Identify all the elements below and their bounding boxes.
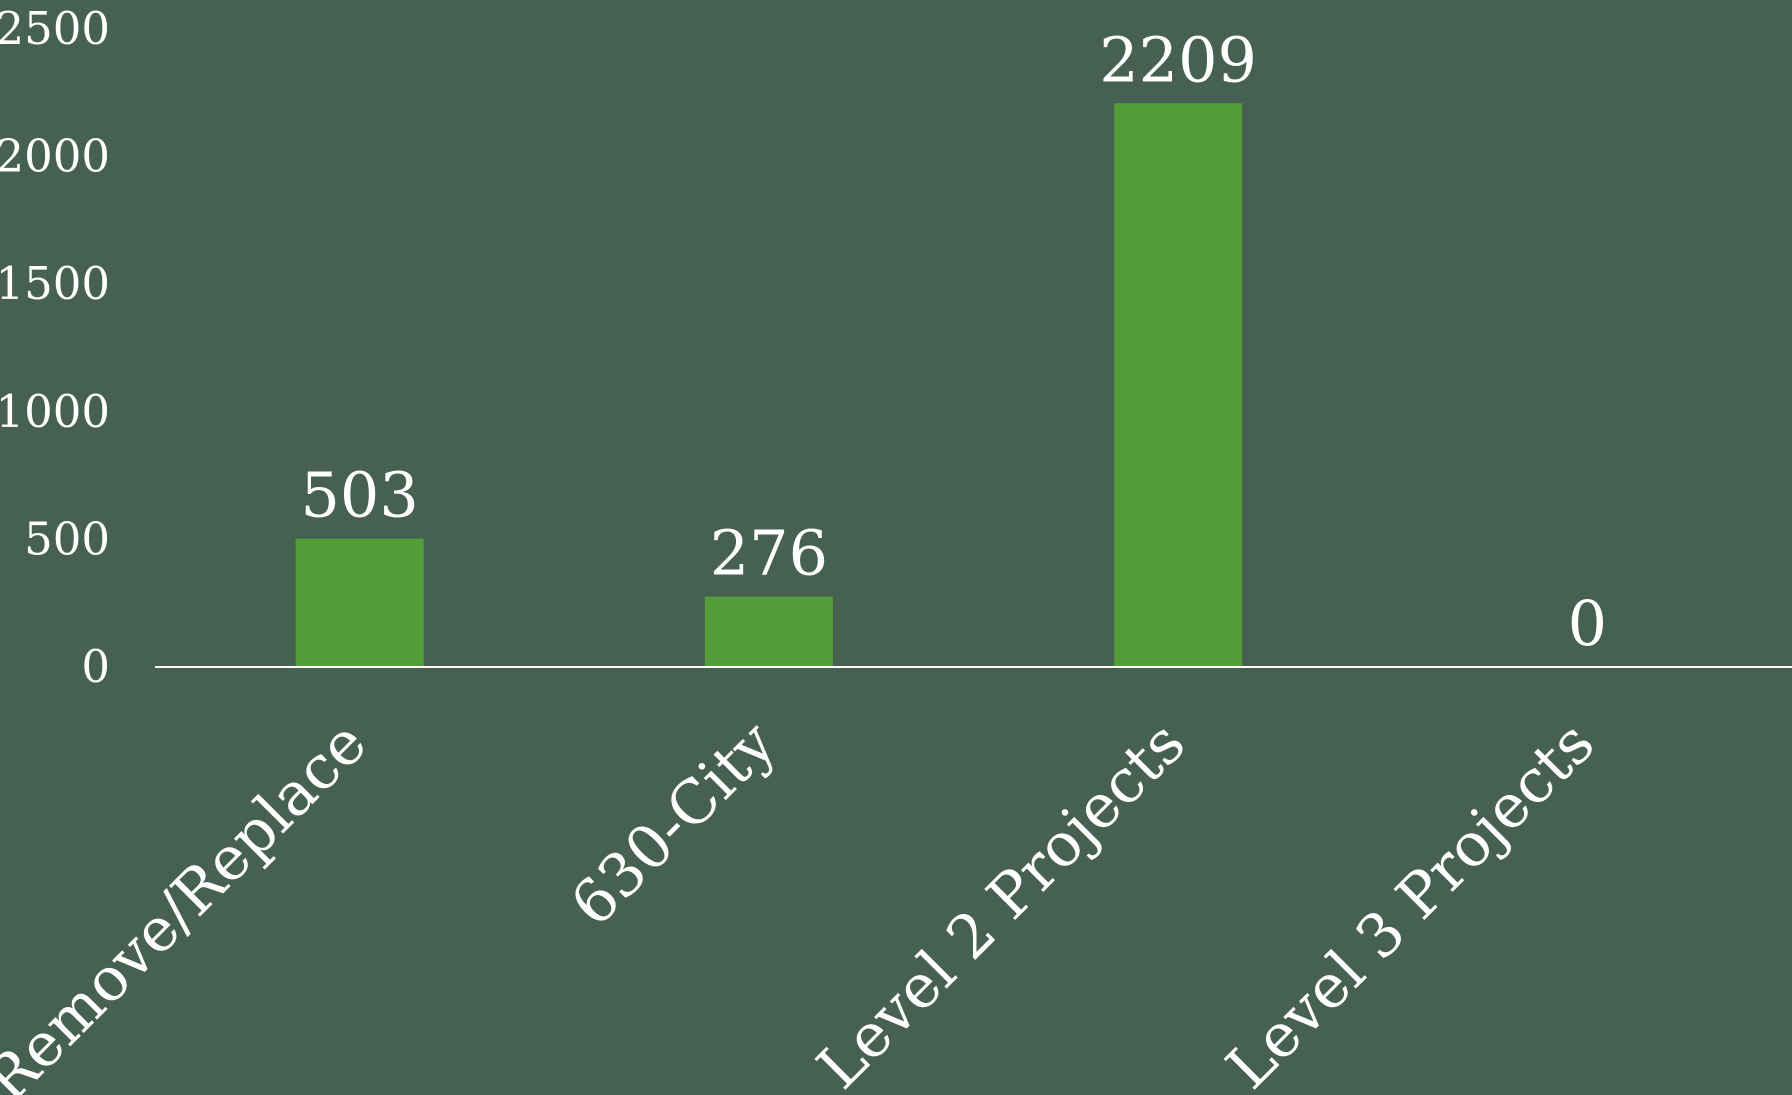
bar-630-city: [704, 596, 833, 667]
y-tick-label: 2000: [0, 130, 110, 183]
data-label: 2209: [1099, 23, 1257, 96]
y-tick-label: 1000: [0, 385, 110, 438]
y-tick-label: 1500: [0, 257, 110, 310]
bar-remove-replace: [295, 538, 424, 667]
category-label: 630-City: [558, 708, 790, 940]
category-label: Level 2 Projects: [804, 708, 1199, 1095]
data-label: 0: [1568, 587, 1607, 660]
data-label: 503: [300, 459, 418, 532]
y-axis-ticks: 0 500 1000 1500 2000 2500: [0, 2, 110, 693]
y-tick-label: 0: [81, 640, 110, 693]
y-tick-label: 500: [24, 512, 110, 565]
bars: [295, 103, 1243, 668]
y-tick-label: 2500: [0, 2, 110, 55]
data-labels: 503 276 2209 0: [300, 23, 1607, 660]
category-label: Remove/Replace: [0, 708, 380, 1095]
bar-level-2-projects: [1114, 103, 1243, 668]
category-label: Level 3 Projects: [1213, 708, 1608, 1095]
category-labels: Remove/Replace 630-City Level 2 Projects Le…: [0, 708, 1608, 1095]
data-label: 276: [710, 517, 828, 590]
